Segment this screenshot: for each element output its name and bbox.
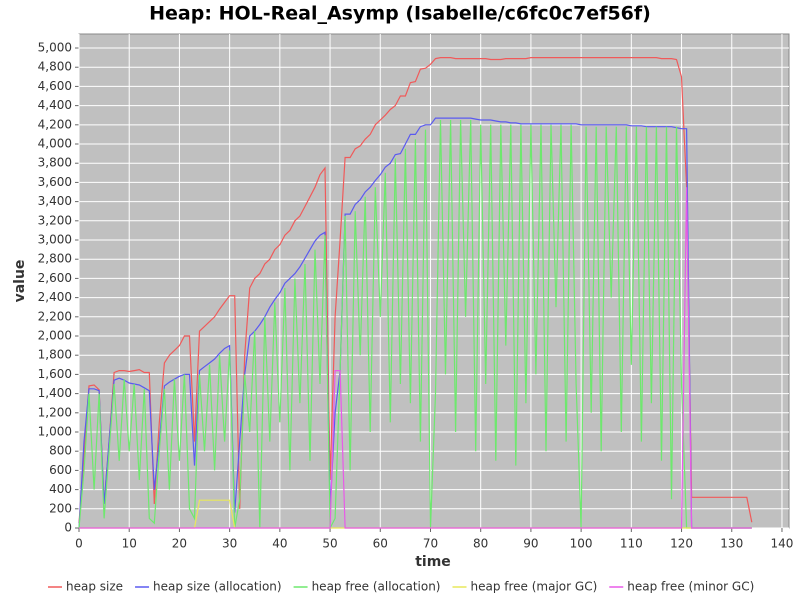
x-tick-label: 30 [222,537,237,551]
y-tick-label: 1,800 [38,348,72,362]
series-line [78,119,752,529]
y-tick-label: 4,400 [38,98,72,112]
y-tick-label: 3,800 [38,156,72,170]
y-tick-label: 3,200 [38,213,72,227]
x-tick-label: 110 [620,537,643,551]
y-tick-label: 4,200 [38,117,72,131]
y-tick-label: 4,600 [38,79,72,93]
y-tick-label: 4,800 [38,60,72,74]
x-tick-label: 100 [570,537,593,551]
legend-label: heap free (major GC) [471,580,598,594]
y-tick-label: 400 [49,482,72,496]
x-tick-label: 50 [322,537,337,551]
legend-label: heap free (minor GC) [627,580,754,594]
y-tick-label: 5,000 [38,41,72,55]
series-line [78,117,752,529]
x-tick-label: 90 [523,537,538,551]
series-line [79,187,752,529]
y-tick-label: 200 [49,501,72,515]
x-tick-label: 40 [272,537,287,551]
chart-title: Heap: HOL-Real_Asymp (Isabelle/c6fc0c7ef… [149,3,651,25]
y-tick-label: 2,800 [38,252,72,266]
y-tick-label: 3,000 [38,233,72,247]
y-tick-label: 4,000 [38,137,72,151]
x-tick-label: 0 [75,537,83,551]
y-axis-label: value [12,260,28,303]
y-tick-label: 2,000 [38,329,72,343]
legend-label: heap size [66,580,123,594]
y-tick-label: 2,400 [38,290,72,304]
legend-label: heap free (allocation) [312,580,441,594]
y-tick-label: 600 [49,463,72,477]
x-tick-label: 130 [720,537,743,551]
x-tick-label: 10 [122,537,137,551]
y-tick-label: 1,400 [38,386,72,400]
y-tick-label: 2,200 [38,309,72,323]
y-tick-label: 3,600 [38,175,72,189]
y-tick-label: 1,600 [38,367,72,381]
x-axis-label: time [415,554,451,570]
y-tick-label: 3,400 [38,194,72,208]
x-tick-label: 80 [473,537,488,551]
x-tick-label: 70 [423,537,438,551]
y-tick-label: 1,200 [38,405,72,419]
legend-label: heap size (allocation) [153,580,282,594]
x-tick-label: 60 [373,537,388,551]
y-tick-label: 2,600 [38,271,72,285]
y-tick-label: 1,000 [38,425,72,439]
series-line [78,57,753,524]
legend: heap size heap size (allocation) heap free… [48,580,754,594]
y-tick-label: 0 [64,521,72,535]
x-tick-label: 20 [172,537,187,551]
x-tick-label: 140 [771,537,794,551]
y-tick-label: 800 [49,444,72,458]
x-tick-label: 120 [670,537,693,551]
